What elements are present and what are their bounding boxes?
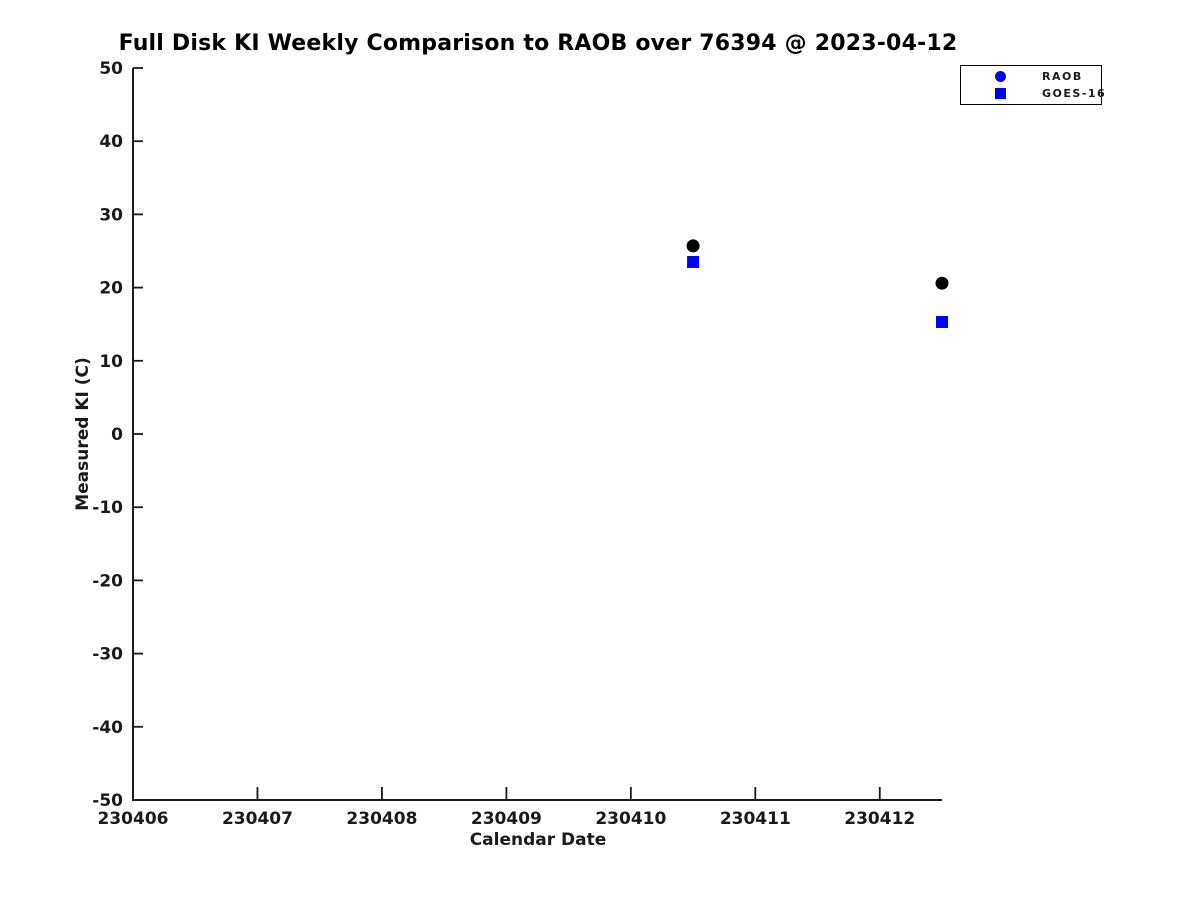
x-axis-label: Calendar Date	[469, 830, 607, 850]
raob-legend-marker-icon	[995, 71, 1006, 82]
y-tick-label: 50	[99, 59, 123, 79]
legend-label-raob: RAOB	[1042, 70, 1083, 83]
y-tick-label: 0	[111, 425, 123, 445]
y-tick-label: 20	[99, 279, 123, 299]
x-tick-label: 230406	[98, 809, 169, 829]
x-tick-label: 230411	[720, 809, 791, 829]
x-tick-label: 230412	[844, 809, 915, 829]
data-point-goes-16	[936, 316, 948, 329]
x-tick-label: 230407	[222, 809, 293, 829]
y-axis-label: Measured KI (C)	[73, 357, 93, 511]
data-point-raob	[935, 276, 949, 290]
y-tick-label: -30	[92, 645, 123, 665]
x-tick-label: 230409	[471, 809, 542, 829]
data-point-raob	[686, 239, 700, 253]
goes-16-legend-marker-icon	[995, 88, 1006, 99]
legend-item-raob: RAOB	[961, 69, 1101, 84]
chart-title: Full Disk KI Weekly Comparison to RAOB o…	[118, 31, 958, 56]
x-tick-label: 230410	[595, 809, 666, 829]
y-tick-label: 40	[99, 132, 123, 152]
x-tick-label: 230408	[346, 809, 417, 829]
y-tick-label: 30	[99, 205, 123, 225]
y-tick-label: -20	[92, 571, 123, 591]
y-tick-label: 10	[99, 352, 123, 372]
data-point-goes-16	[687, 255, 700, 268]
y-tick-label: -10	[92, 498, 123, 518]
y-tick-label: -40	[92, 718, 123, 738]
legend-label-goes-16: GOES-16	[1042, 87, 1107, 100]
legend-item-goes-16: GOES-16	[961, 86, 1105, 101]
legend: RAOB GOES-16	[960, 65, 1105, 105]
y-tick-label: -50	[92, 791, 123, 811]
